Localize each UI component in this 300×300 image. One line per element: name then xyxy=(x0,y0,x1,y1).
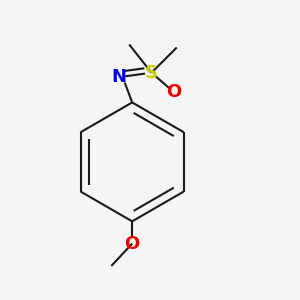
Text: O: O xyxy=(166,83,182,101)
Text: S: S xyxy=(145,64,158,82)
Text: O: O xyxy=(124,235,140,253)
Text: N: N xyxy=(111,68,126,86)
